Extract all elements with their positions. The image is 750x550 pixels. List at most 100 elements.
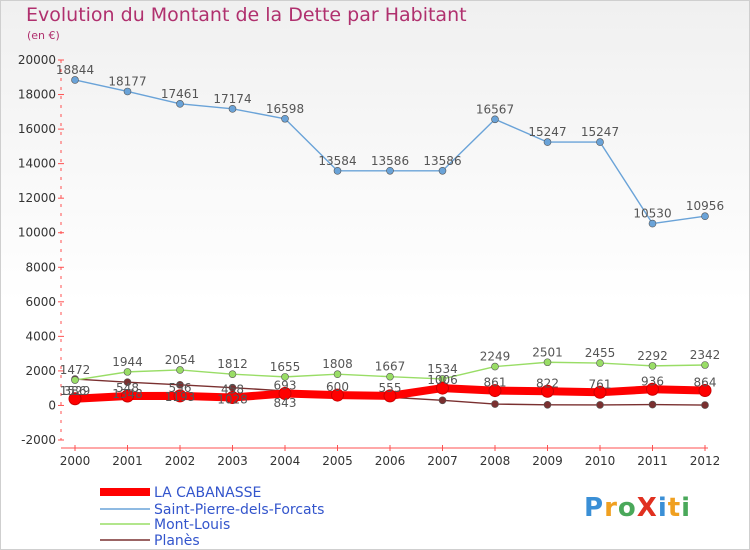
data-point [386,166,394,175]
x-tick-label: 2011 [637,454,668,468]
data-point [121,389,134,403]
data-point [71,76,79,84]
data-point [701,212,709,221]
data-label: 1944 [112,355,143,369]
data-point [596,138,604,146]
data-label: 864 [694,376,717,390]
data-label: 843 [274,396,297,410]
y-tick-label: 6000 [25,295,56,309]
y-tick-label: 20000 [18,53,56,67]
legend-label: Planès [154,533,200,549]
y-tick-label: 18000 [18,88,56,102]
data-point [123,368,132,376]
data-label: 13586 [423,154,461,168]
data-point [438,396,447,405]
data-label: 693 [274,378,297,392]
x-tick-label: 2005 [322,454,353,468]
data-point [123,87,132,96]
y-tick-label: 12000 [18,191,56,205]
data-point [488,384,502,398]
y-tick-label: 16000 [18,122,56,136]
data-label: 548 [116,381,139,395]
x-tick-label: 2004 [270,454,301,468]
data-label: 15247 [581,125,619,139]
legend: LA CABANASSESaint-Pierre-dels-ForcatsMon… [100,485,324,549]
x-tick-label: 2007 [427,454,458,468]
data-label: 17174 [213,92,251,106]
data-label: 17461 [161,87,199,101]
legend-label: LA CABANASSE [154,485,261,501]
data-point [71,376,79,384]
data-label: 13584 [318,154,356,168]
data-label: 556 [169,381,192,395]
data-point [281,114,289,123]
x-tick-label: 2012 [690,454,721,468]
data-label: 10956 [686,199,724,213]
chart-title: Evolution du Montant de la Dette par Hab… [26,4,467,26]
data-point [228,370,237,378]
y-tick-label: -2000 [21,433,56,447]
y-tick-label: 14000 [18,157,56,171]
data-point [593,385,607,399]
data-point [543,400,552,409]
series-layer [68,76,712,409]
data-label: 1006 [427,373,458,387]
data-label: 18177 [108,74,146,88]
data-label: 1534 [427,362,458,376]
data-point [438,166,447,175]
data-label: 16567 [476,102,514,116]
data-point [333,167,342,175]
data-label: 2249 [480,350,511,364]
legend-label: Saint-Pierre-dels-Forcats [154,502,324,518]
data-point [386,372,394,381]
data-point [173,389,187,403]
data-point [331,388,344,402]
legend-label: Mont-Louis [154,517,230,533]
data-label: 10530 [633,207,671,221]
data-label: 15247 [528,125,566,139]
data-point [226,391,239,405]
data-label: 2501 [532,345,563,359]
data-label: 1348 [112,387,143,401]
data-point [543,358,552,367]
data-label: 1808 [322,357,353,371]
data-label: 458 [221,383,244,397]
data-point [698,384,712,398]
data-point [436,381,449,395]
data-point [278,386,292,400]
data-label: 1667 [375,360,406,374]
x-tick-label: 2003 [217,454,248,468]
data-point [646,382,659,396]
data-point [123,378,132,386]
x-tick-label: 2002 [165,454,196,468]
data-label: 16598 [266,102,304,116]
data-label: 1812 [217,357,248,371]
data-label: 555 [379,381,402,395]
data-point [648,219,657,228]
data-point [491,362,499,371]
x-tick-label: 2000 [60,454,91,468]
data-label: 2292 [637,349,668,363]
data-labels-layer: 386 548 556 458 693 600 555 1006 861 822 761 936 864… [56,63,724,410]
data-point [701,361,709,369]
data-point [176,100,184,108]
data-point [491,400,499,408]
data-point [491,115,499,124]
data-label: 1028 [217,393,248,407]
data-label: 1472 [60,363,91,377]
proxiti-logo: ProXiti [584,493,692,523]
y-tick-label: 0 [48,398,56,412]
data-point [648,362,657,370]
data-label: 861 [484,376,507,390]
data-label: 1529 [60,384,91,398]
data-point [701,401,709,409]
data-point [543,138,552,146]
data-label: 1193 [165,390,196,404]
x-tick-label: 2008 [480,454,511,468]
data-point [383,389,397,403]
data-point [176,366,184,374]
y-tick-label: 8000 [25,260,56,274]
data-label: 822 [536,376,559,390]
data-label: 13586 [371,154,409,168]
